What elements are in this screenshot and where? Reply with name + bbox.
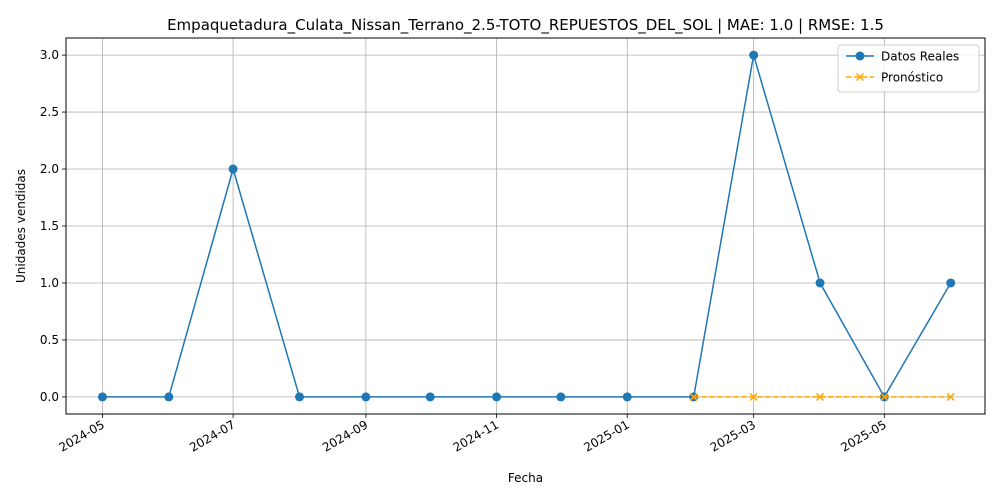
- data-point: [946, 278, 956, 288]
- forecast-point-stroke: [749, 392, 758, 401]
- legend-label-pronostico: Pronóstico: [881, 71, 943, 85]
- y-tick-label: 0.5: [40, 333, 59, 347]
- data-point: [97, 392, 107, 402]
- plot-series: [97, 50, 956, 402]
- legend: Datos Reales Pronóstico: [837, 44, 980, 93]
- forecast-point: [816, 392, 825, 401]
- data-point: [294, 392, 304, 402]
- y-tick-label: 1.0: [40, 276, 59, 290]
- data-point: [228, 164, 238, 174]
- data-point: [425, 392, 435, 402]
- x-axis-label: Fecha: [508, 471, 543, 485]
- legend-marker-datos-reales: [855, 51, 865, 61]
- legend-marker-pronostico: [855, 72, 865, 82]
- y-tick-label: 2.5: [40, 105, 59, 119]
- data-point: [622, 392, 632, 402]
- forecast-point: [689, 392, 698, 401]
- y-tick-label: 0.0: [40, 390, 59, 404]
- forecast-point: [880, 392, 889, 401]
- series-line-0: [102, 54, 952, 398]
- data-point: [815, 278, 825, 288]
- y-axis-label: Unidades vendidas: [14, 169, 28, 283]
- forecast-point-stroke: [946, 392, 955, 401]
- y-tick-label: 1.5: [40, 219, 59, 233]
- data-point: [492, 392, 502, 402]
- data-point: [361, 392, 371, 402]
- grid: [66, 38, 985, 414]
- data-point: [164, 392, 174, 402]
- y-tick-label: 3.0: [40, 48, 59, 62]
- forecast-point-stroke: [880, 392, 889, 401]
- data-point: [556, 392, 566, 402]
- data-point: [749, 50, 759, 60]
- forecast-point: [749, 392, 758, 401]
- legend-label-datos-reales: Datos Reales: [881, 50, 959, 64]
- y-tick-label: 2.0: [40, 162, 59, 176]
- forecast-point-stroke: [816, 392, 825, 401]
- forecast-point: [946, 392, 955, 401]
- chart-title: Empaquetadura_Culata_Nissan_Terrano_2.5-…: [167, 16, 884, 35]
- forecast-point-stroke: [689, 392, 698, 401]
